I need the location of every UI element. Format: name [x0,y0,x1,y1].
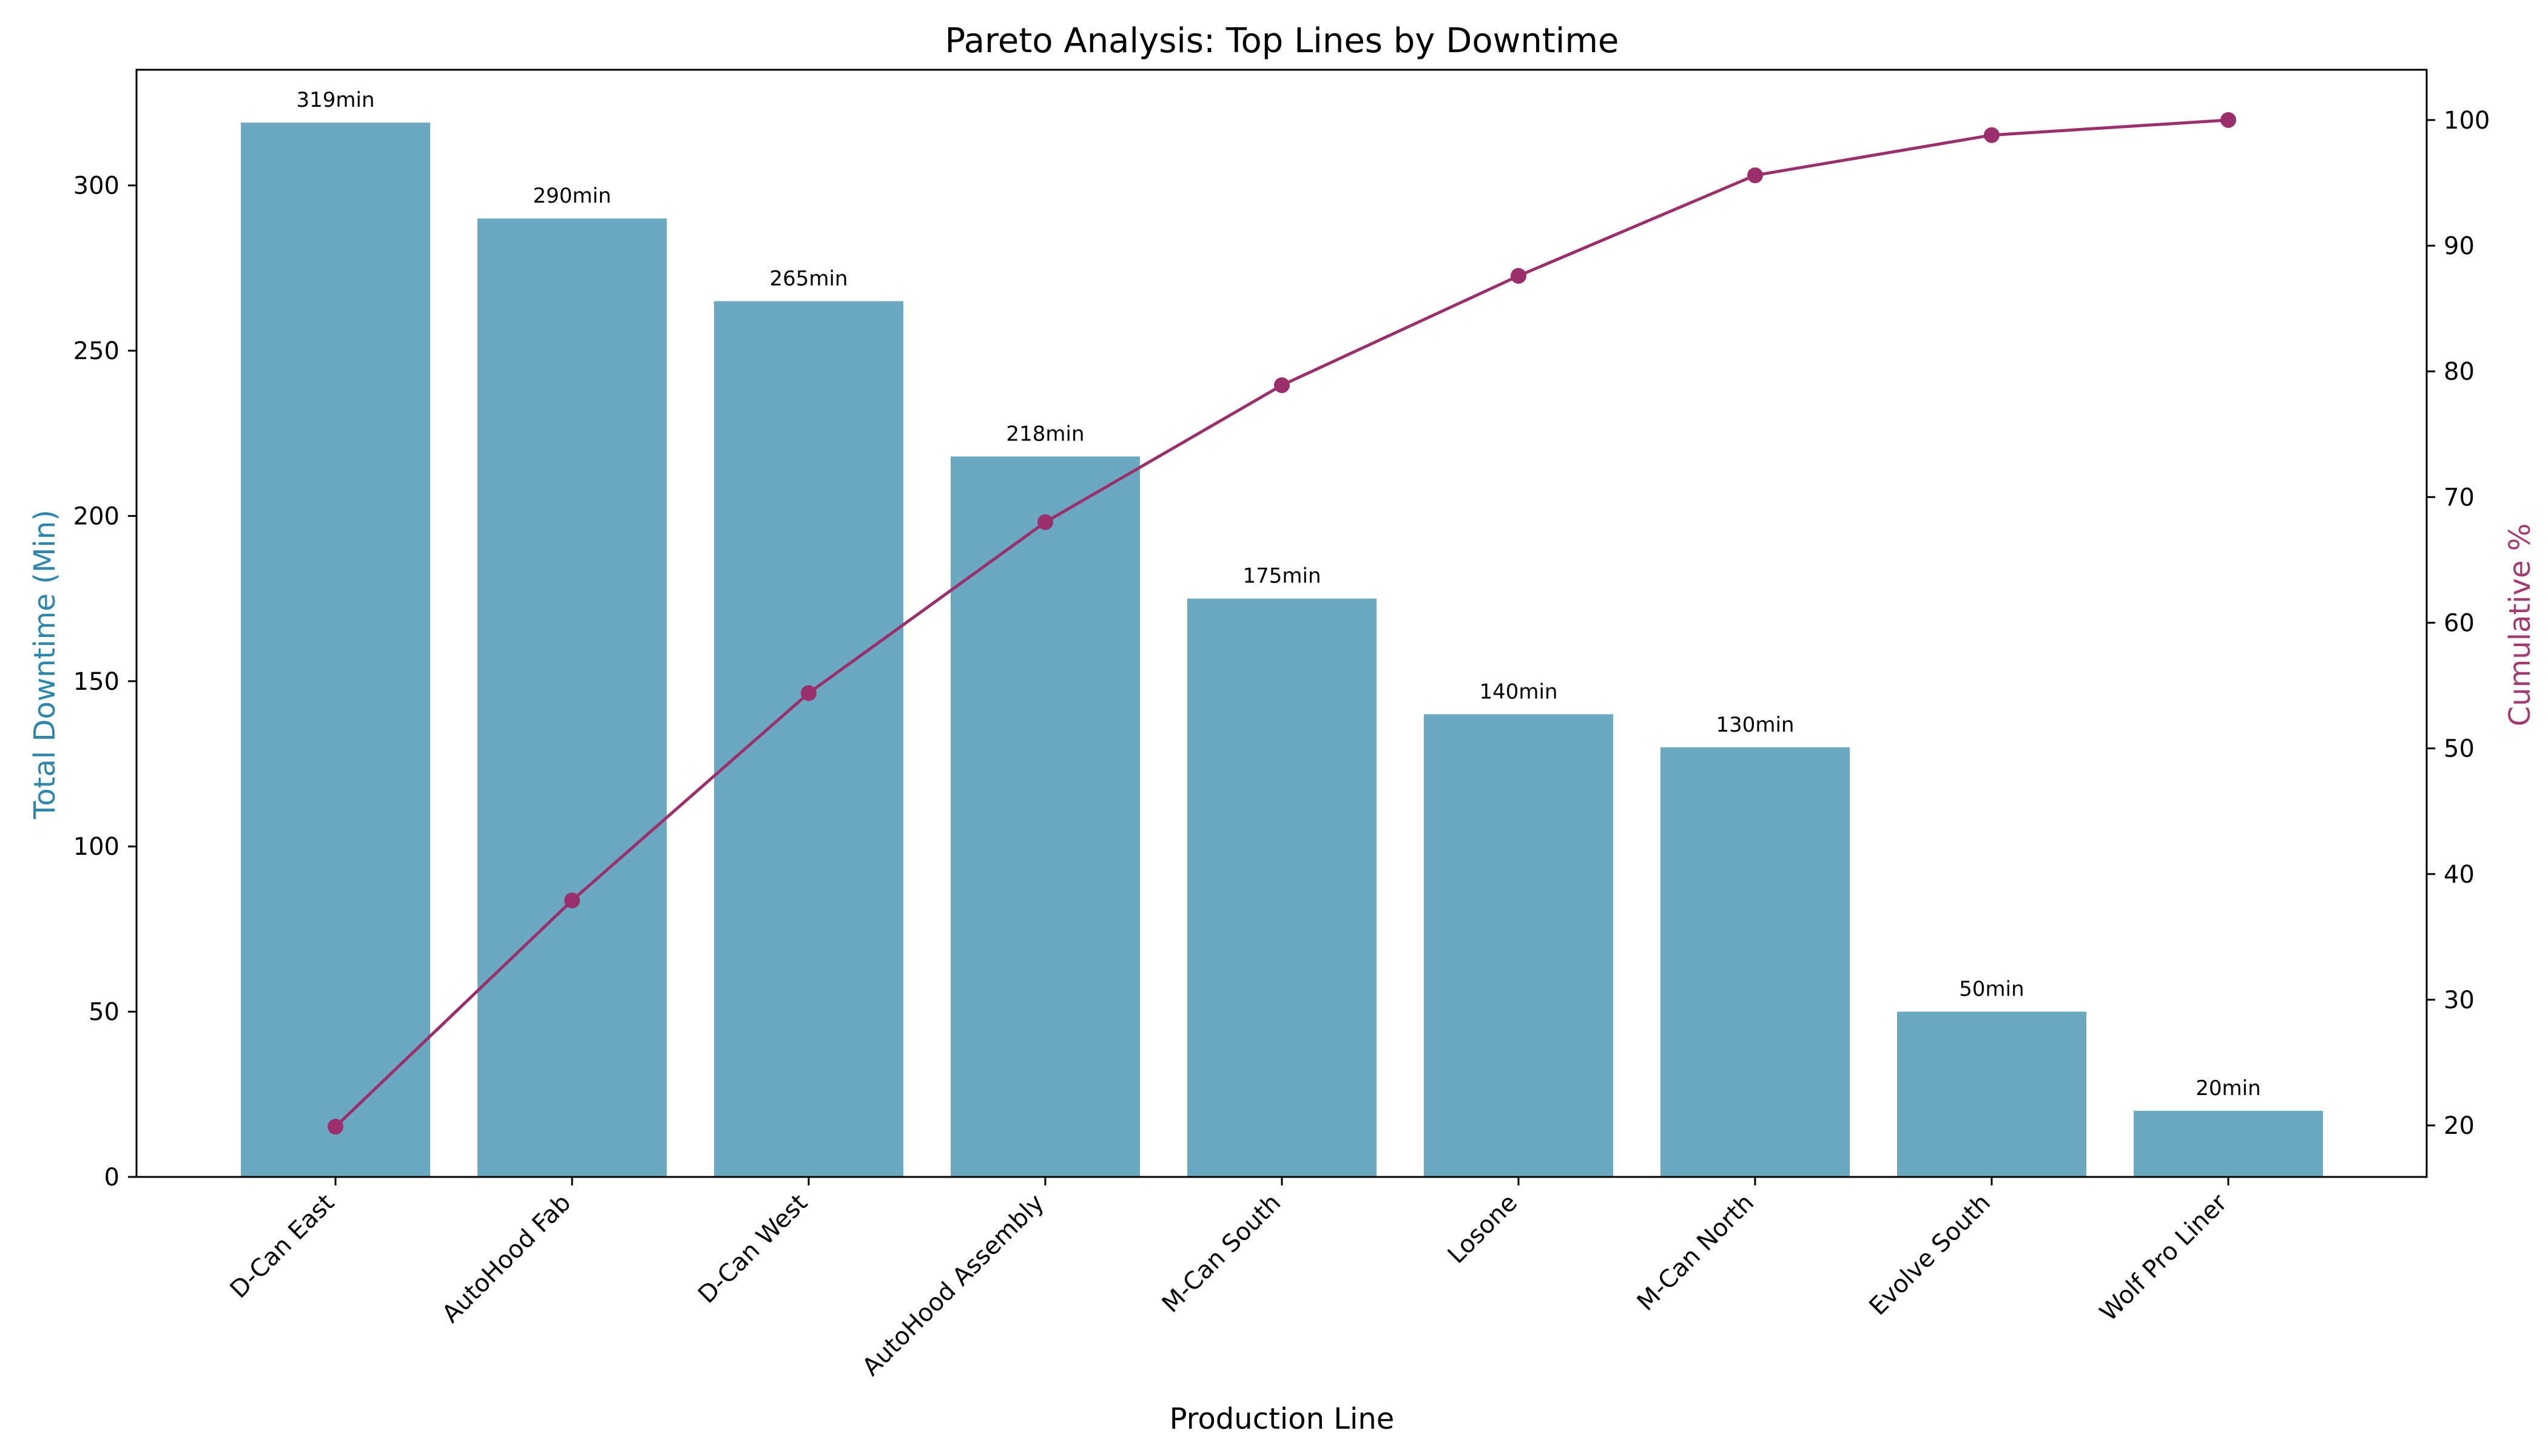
bar-value-label: 50min [1959,977,2024,1002]
bar-8 [1897,1011,2086,1177]
bar-value-label: 140min [1479,679,1557,704]
y2-tick-label: 60 [2444,609,2475,637]
x-tick-label: AutoHood Assembly [857,1189,1050,1381]
y-tick-label: 150 [73,668,120,696]
bar-labels-layer: 319min 290min 265min 218min 175min 140min 130m… [296,88,2260,1100]
x-tick-label: M-Can South [1157,1189,1286,1318]
y2-tick-label: 50 [2444,735,2475,763]
bar-2 [477,218,667,1177]
x-axis-title: Production Line [1170,1402,1395,1436]
x-tick-label: Wolf Pro Liner [2095,1188,2233,1327]
bar-value-label: 20min [2196,1076,2260,1100]
x-tick-label: Losone [1443,1189,1523,1269]
cumulative-point [1037,514,1053,530]
y2-tick-label: 80 [2444,358,2475,386]
y2-tick-label: 70 [2444,484,2475,511]
cumulative-point [2220,112,2236,128]
bar-6 [1424,714,1613,1177]
bar-value-label: 175min [1242,564,1321,588]
bar-4 [951,456,1140,1177]
cumulative-point [801,685,817,701]
y2-tick-label: 20 [2444,1112,2475,1140]
bar-value-label: 218min [1006,422,1084,446]
cumulative-point [328,1119,343,1135]
y2-axis-title: Cumulative % [2503,524,2537,727]
bar-5 [1187,598,1377,1177]
cumulative-point [1274,377,1290,393]
bar-value-label: 319min [296,88,374,112]
cumulative-point [1511,268,1526,284]
bar-value-label: 265min [769,266,848,291]
cumulative-point [564,892,580,909]
x-tick-label: AutoHood Fab [437,1189,576,1329]
y-tick-label: 300 [73,172,120,200]
bar-value-label: 290min [533,184,611,208]
cumulative-line-layer [328,112,2236,1135]
bar-value-label: 130min [1716,713,1794,737]
x-tick-label: D-Can West [693,1189,813,1309]
x-tick-label: M-Can North [1632,1189,1759,1316]
cumulative-point [1747,167,1763,184]
y-tick-label: 200 [73,502,120,530]
bars-layer [241,123,2323,1178]
chart-title: Pareto Analysis: Top Lines by Downtime [945,21,1619,61]
bar-1 [241,123,430,1177]
y2-tick-label: 100 [2444,107,2490,135]
y-tick-label: 0 [104,1164,120,1191]
y-tick-label: 50 [89,999,120,1026]
bar-9 [2134,1111,2323,1177]
y2-tick-label: 30 [2444,986,2475,1014]
bar-7 [1660,747,1850,1177]
y-tick-label: 250 [73,337,120,365]
bar-3 [714,301,903,1178]
x-tick-label: D-Can East [225,1189,340,1304]
cumulative-point [1984,127,2000,143]
y-axis-title: Total Downtime (Min) [28,510,62,820]
y2-tick-label: 40 [2444,861,2475,889]
x-tick-label: Evolve South [1864,1189,1996,1321]
y2-tick-label: 90 [2444,232,2475,260]
y-tick-label: 100 [73,833,120,861]
